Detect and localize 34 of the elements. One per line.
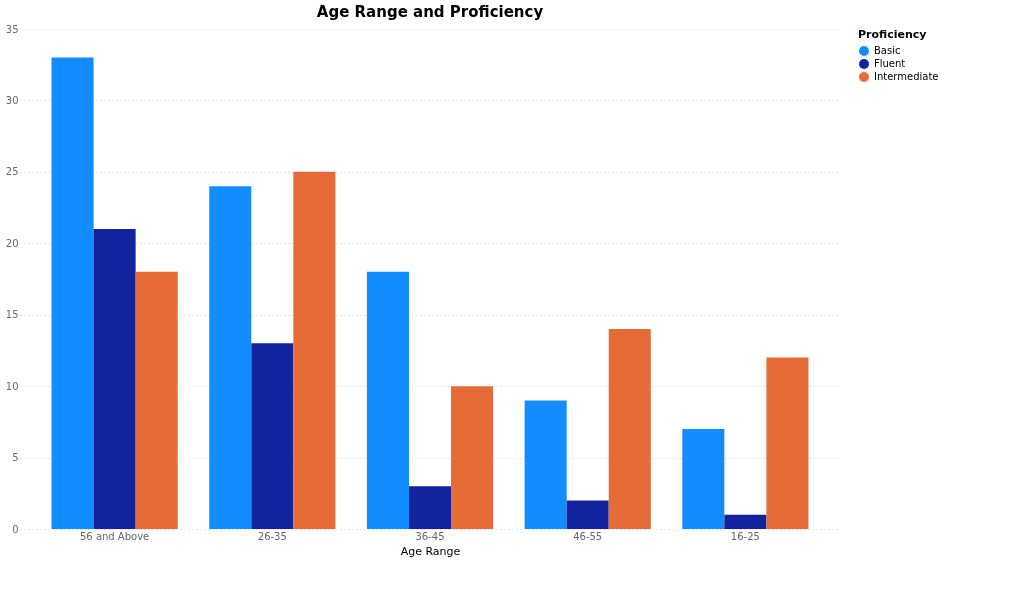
y-tick-label: 20: [5, 237, 19, 249]
y-tick-label: 15: [5, 309, 19, 321]
bar: [408, 486, 452, 529]
legend-label: Intermediate: [874, 71, 939, 82]
y-tick-label: 35: [5, 23, 19, 35]
y-tick-label: 0: [12, 523, 19, 535]
bar: [682, 429, 725, 529]
bar: [608, 329, 651, 529]
bar: [524, 400, 567, 529]
bar: [724, 514, 767, 529]
bar: [293, 171, 336, 529]
bar: [51, 57, 94, 529]
x-tick-label: 26-35: [257, 530, 287, 542]
y-tick-label: 30: [5, 94, 19, 106]
legend-label: Basic: [874, 45, 901, 56]
x-tick-label: 16-25: [730, 530, 760, 542]
bar: [135, 271, 178, 529]
chart-title: Age Range and Proficiency: [316, 3, 544, 21]
x-axis-title: Age Range: [400, 544, 461, 558]
bar: [251, 343, 294, 529]
bar: [209, 186, 252, 529]
x-tick-label: 56 and Above: [79, 530, 150, 542]
bar: [366, 271, 409, 529]
y-tick-label: 5: [12, 452, 19, 464]
bar: [566, 500, 609, 529]
legend-title: Proficiency: [858, 28, 927, 41]
x-tick-label: 46-55: [573, 530, 603, 542]
y-tick-label: 10: [5, 380, 19, 392]
bar: [766, 357, 809, 529]
bar: [451, 386, 494, 529]
y-tick-label: 25: [5, 166, 19, 178]
x-tick-label: 36-45: [415, 530, 445, 542]
bar: [93, 229, 136, 529]
legend-label: Fluent: [874, 58, 906, 69]
